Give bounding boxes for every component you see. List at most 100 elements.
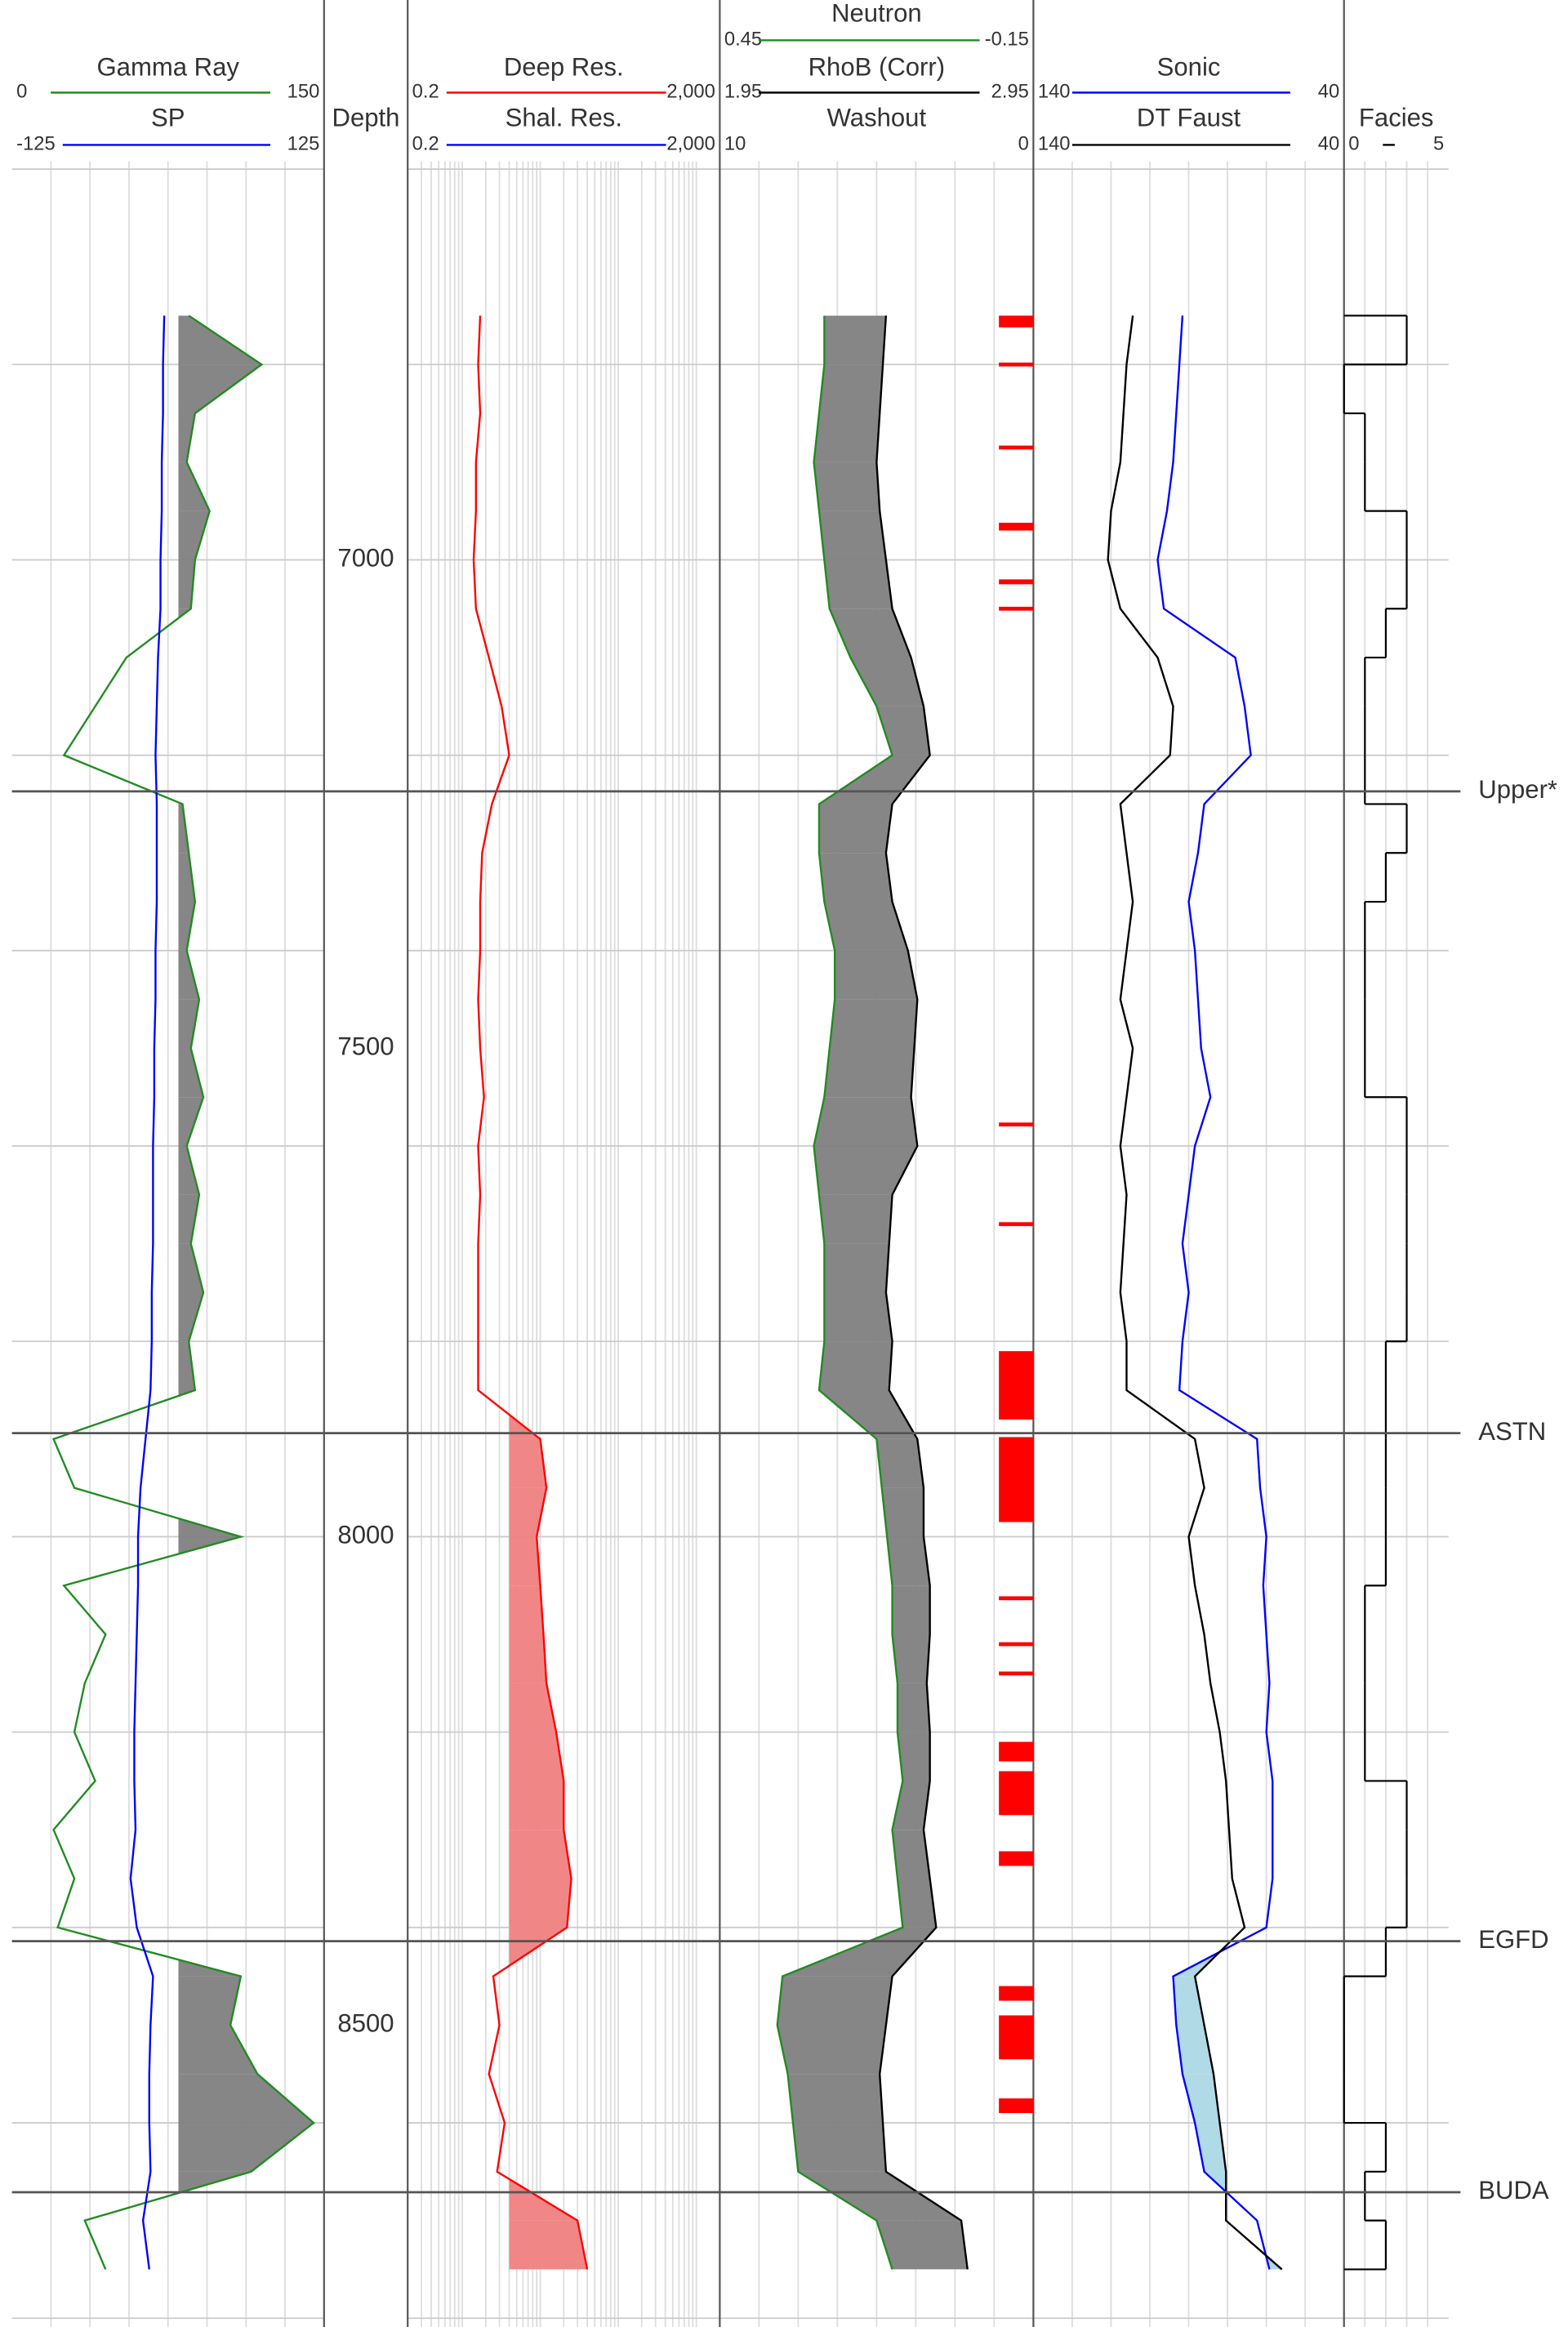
curve-fill — [881, 1487, 924, 1537]
curve-fill — [876, 706, 930, 756]
curve-fill — [178, 559, 195, 609]
curve-fill — [178, 1048, 204, 1098]
log-curve — [776, 315, 904, 2270]
washout-bar — [999, 1642, 1034, 1647]
curve-fill — [829, 999, 918, 1049]
curve-fill — [178, 2123, 314, 2172]
scale-label: 0.2 — [412, 81, 439, 103]
top-label: EGFD — [1478, 1925, 1548, 1954]
curve-fill — [892, 1634, 930, 1683]
log-curve — [1156, 315, 1274, 2270]
scale-label: -0.15 — [985, 29, 1029, 51]
curve-fill — [178, 853, 195, 903]
curve-fill — [178, 2025, 258, 2075]
curve-fill — [818, 364, 884, 414]
washout-bar — [999, 606, 1034, 611]
depth-tick-label: 7000 — [337, 544, 394, 573]
curve-fill — [876, 2220, 968, 2270]
curve-fill — [824, 559, 893, 609]
curve-fill — [876, 1438, 924, 1488]
curve-fill — [792, 2123, 886, 2172]
washout-bar — [999, 445, 1034, 450]
scale-label: 140 — [1038, 133, 1071, 155]
curve-fill — [777, 1976, 893, 2026]
washout-bar — [999, 1351, 1034, 1420]
scale-label: 0.45 — [724, 29, 762, 51]
scale-label: 125 — [287, 133, 320, 155]
curve-fill — [818, 1390, 918, 1439]
curve-fill — [824, 1292, 893, 1342]
curve-fill — [813, 1146, 918, 1195]
curve-name: Neutron — [831, 0, 922, 27]
curve-fill — [897, 1732, 930, 1781]
depth-tick-label: 8000 — [337, 1521, 394, 1549]
curve-fill — [798, 2171, 962, 2221]
scale-label: 0 — [1018, 133, 1029, 155]
curve-fill — [813, 461, 880, 511]
curve-fill — [897, 1683, 930, 1732]
washout-bar — [999, 523, 1034, 531]
curve-fill — [178, 1194, 199, 1244]
curve-fill — [818, 755, 930, 805]
curve-fill — [178, 510, 210, 560]
curve-fill — [178, 461, 210, 511]
curve-fill — [509, 1879, 572, 1928]
scale-label: 2.95 — [991, 81, 1029, 103]
log-curve — [129, 315, 166, 2270]
curve-fill — [509, 1634, 547, 1683]
curve-fill — [892, 1830, 930, 1879]
washout-bar — [999, 1222, 1034, 1227]
washout-bar — [999, 1596, 1034, 1601]
washout-bar — [999, 315, 1034, 328]
curve-fill — [509, 1585, 544, 1635]
curve-name: Sonic — [1157, 52, 1221, 81]
washout-bar — [999, 1437, 1034, 1522]
log-curve — [51, 314, 315, 2270]
scale-label: 40 — [1318, 81, 1339, 103]
curve-fill — [509, 2220, 588, 2270]
curve-fill — [178, 804, 189, 854]
top-label: Upper* — [1478, 775, 1557, 804]
scale-label: 0 — [1348, 133, 1359, 155]
curve-fill — [178, 902, 195, 951]
curve-fill — [178, 999, 199, 1049]
log-curve — [1107, 315, 1283, 2271]
curve-fill — [824, 1048, 915, 1098]
depth-header: Depth — [332, 103, 400, 132]
depth-tick-label: 7500 — [337, 1032, 394, 1061]
curve-fill — [178, 364, 262, 414]
washout-bar — [999, 579, 1034, 585]
curve-fill — [897, 1879, 937, 1928]
curve-fill — [178, 1292, 204, 1342]
curve-name: DT Faust — [1137, 103, 1241, 132]
curve-fill — [835, 950, 918, 1000]
curve-fill — [892, 1781, 930, 1830]
curve-fill — [824, 1243, 889, 1293]
curve-fill — [178, 950, 199, 1000]
washout-bar — [999, 2098, 1034, 2114]
curve-fill — [509, 1536, 541, 1586]
curve-fill — [818, 853, 893, 903]
curve-fill — [178, 315, 262, 365]
curve-fill — [1176, 2025, 1214, 2075]
scale-label: 0 — [16, 81, 27, 103]
curve-fill — [509, 1438, 547, 1488]
curve-fill — [887, 1536, 930, 1586]
curve-name: SP — [151, 103, 185, 132]
curve-name: Gamma Ray — [97, 52, 240, 81]
log-curve — [875, 315, 969, 2270]
curve-fill — [892, 1585, 930, 1635]
curve-name: Facies — [1359, 103, 1434, 132]
top-label: ASTN — [1478, 1417, 1546, 1446]
curve-fill — [818, 1341, 893, 1391]
washout-bar — [999, 1986, 1034, 2001]
scale-label: 10 — [724, 133, 746, 155]
washout-bar — [999, 362, 1034, 367]
curve-fill — [509, 1683, 557, 1732]
curve-name: RhoB (Corr) — [808, 52, 946, 81]
curve-fill — [824, 902, 908, 951]
curve-name: Washout — [827, 103, 927, 132]
curve-fill — [787, 2074, 884, 2124]
curve-fill — [178, 1976, 241, 2026]
